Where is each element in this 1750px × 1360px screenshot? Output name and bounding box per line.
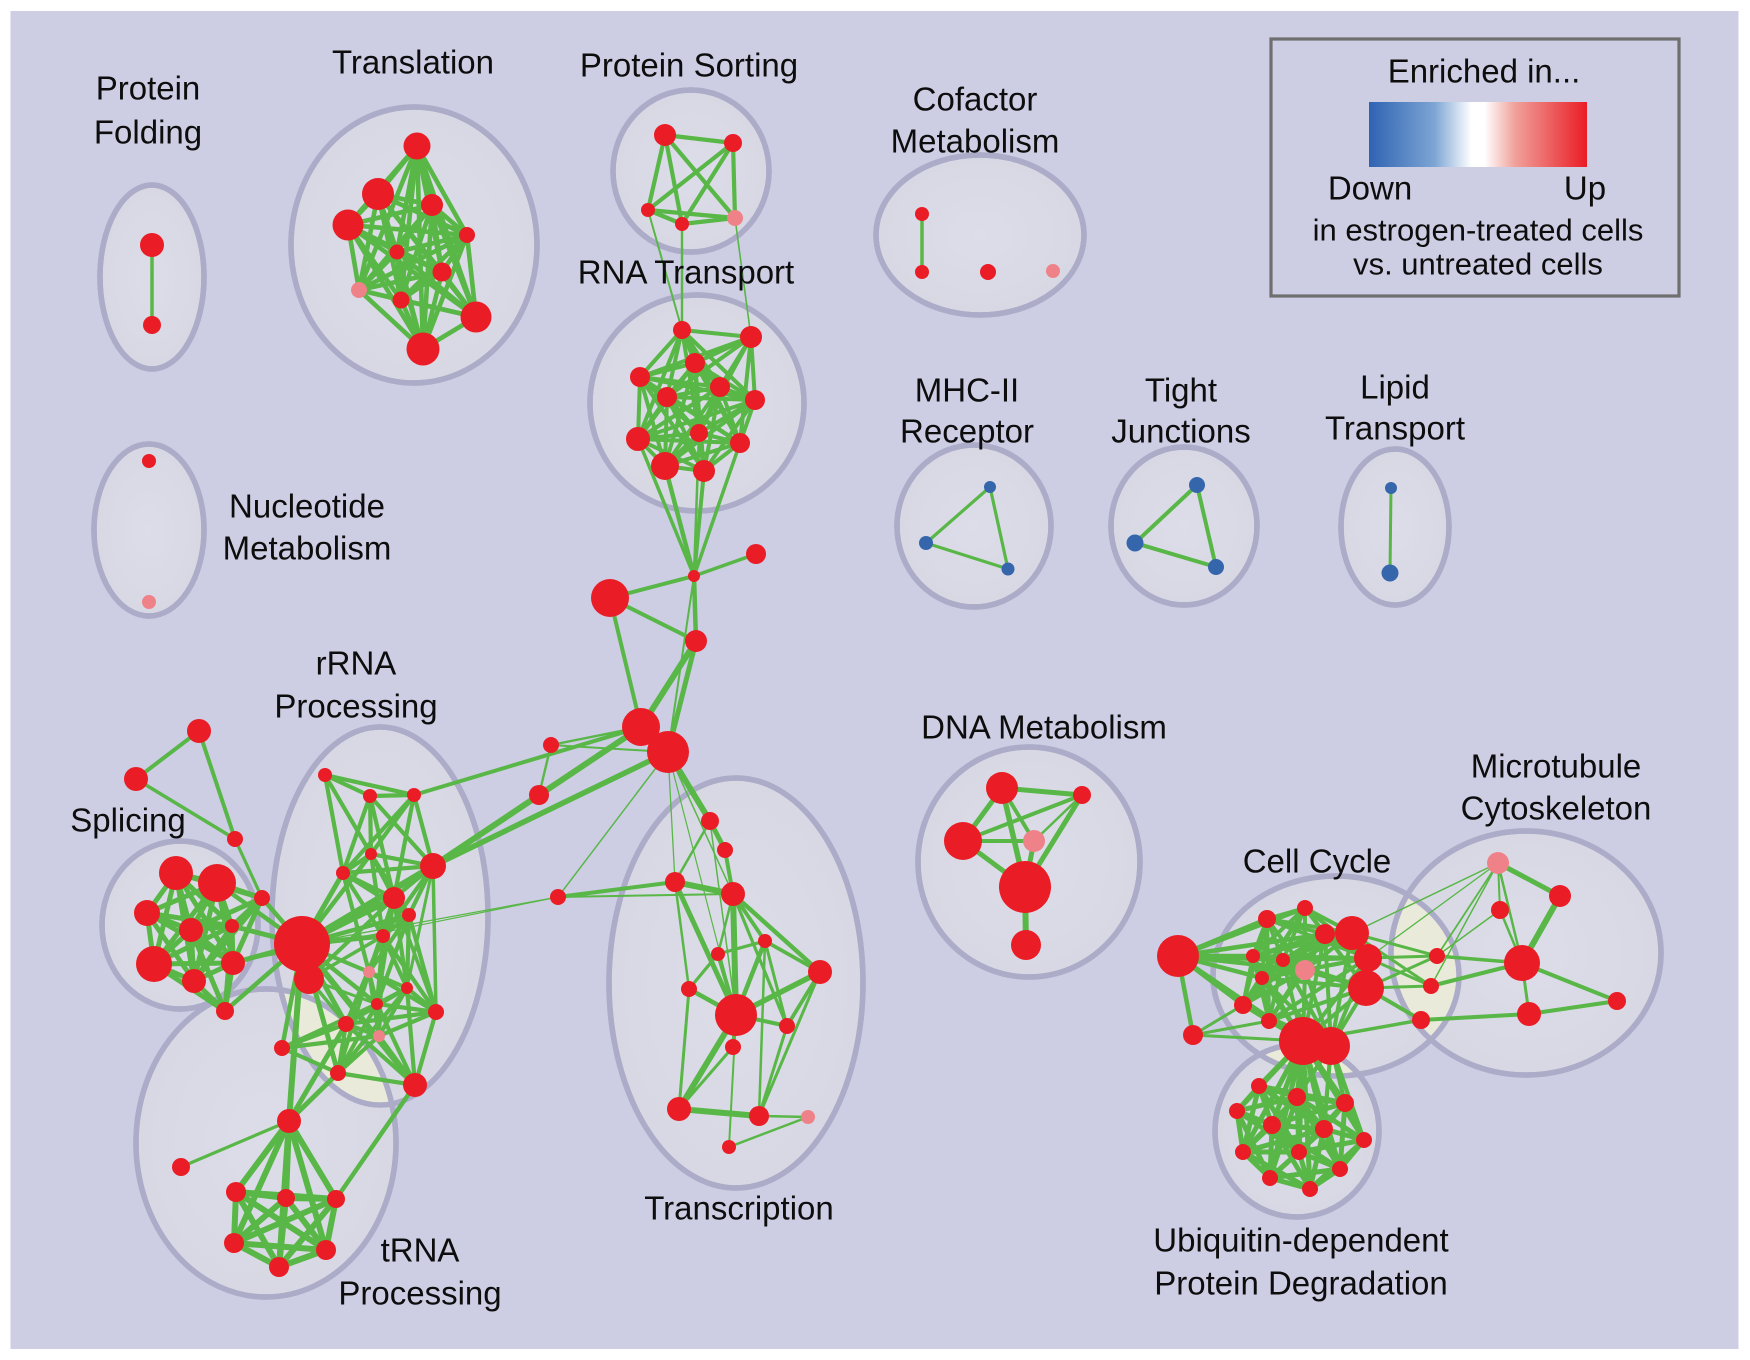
svg-text:RNA Transport: RNA Transport bbox=[578, 254, 794, 291]
svg-text:Cytoskeleton: Cytoskeleton bbox=[1461, 790, 1652, 827]
svg-text:Up: Up bbox=[1564, 170, 1606, 207]
svg-text:vs. untreated cells: vs. untreated cells bbox=[1353, 247, 1603, 282]
svg-text:Protein: Protein bbox=[96, 70, 201, 107]
svg-text:Cell Cycle: Cell Cycle bbox=[1243, 843, 1392, 880]
svg-text:Junctions: Junctions bbox=[1111, 413, 1250, 450]
svg-text:Cofactor: Cofactor bbox=[913, 81, 1038, 118]
svg-text:Metabolism: Metabolism bbox=[891, 123, 1060, 160]
svg-text:tRNA: tRNA bbox=[381, 1232, 460, 1269]
svg-text:Translation: Translation bbox=[332, 44, 494, 81]
svg-text:in estrogen-treated cells: in estrogen-treated cells bbox=[1313, 213, 1644, 248]
svg-text:Folding: Folding bbox=[94, 114, 202, 151]
svg-text:Metabolism: Metabolism bbox=[223, 530, 392, 567]
svg-text:Nucleotide: Nucleotide bbox=[229, 488, 385, 525]
svg-text:Processing: Processing bbox=[274, 688, 437, 725]
svg-text:DNA Metabolism: DNA Metabolism bbox=[921, 709, 1167, 746]
svg-text:Ubiquitin-dependent: Ubiquitin-dependent bbox=[1153, 1222, 1448, 1259]
svg-text:Transport: Transport bbox=[1325, 410, 1465, 447]
svg-text:Lipid: Lipid bbox=[1360, 369, 1430, 406]
svg-text:Microtubule: Microtubule bbox=[1471, 748, 1642, 785]
svg-text:Protein Degradation: Protein Degradation bbox=[1154, 1265, 1448, 1302]
svg-text:Tight: Tight bbox=[1145, 372, 1217, 409]
svg-text:Receptor: Receptor bbox=[900, 413, 1034, 450]
svg-text:rRNA: rRNA bbox=[316, 645, 397, 682]
svg-text:Protein Sorting: Protein Sorting bbox=[580, 47, 798, 84]
svg-text:Down: Down bbox=[1328, 170, 1412, 207]
svg-text:MHC-II: MHC-II bbox=[915, 372, 1019, 409]
svg-text:Enriched in...: Enriched in... bbox=[1388, 53, 1581, 90]
svg-text:Splicing: Splicing bbox=[70, 802, 186, 839]
svg-text:Processing: Processing bbox=[338, 1275, 501, 1312]
svg-text:Transcription: Transcription bbox=[644, 1190, 834, 1227]
